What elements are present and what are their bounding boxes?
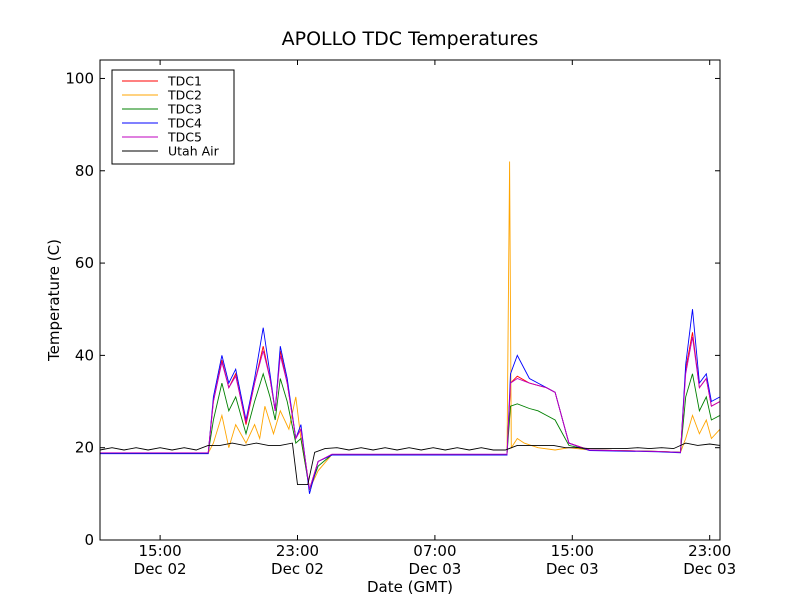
x-tick-label-date: Dec 02 (271, 560, 324, 578)
legend-box (111, 69, 235, 165)
y-tick-label: 100 (65, 69, 94, 87)
series-line-4 (100, 336, 721, 490)
x-tick-label-time: 23:00 (688, 542, 731, 560)
chart-title: APOLLO TDC Temperatures (282, 28, 539, 50)
x-axis-label: Date (GMT) (367, 578, 453, 596)
plot-frame (99, 59, 721, 541)
y-tick-label: 80 (75, 162, 94, 180)
x-tick-label-time: 15:00 (551, 542, 594, 560)
legend-entry: TDC2 (167, 88, 202, 103)
y-tick-label: 40 (75, 346, 94, 364)
legend-entry: TDC1 (167, 74, 202, 89)
x-tick-label-time: 15:00 (138, 542, 181, 560)
x-tick-label-date: Dec 03 (683, 560, 736, 578)
y-axis-label: Temperature (C) (45, 239, 63, 362)
x-tick-label-date: Dec 03 (408, 560, 461, 578)
series-line-5 (99, 442, 721, 486)
series-line-3 (100, 309, 721, 494)
y-tick-label: 0 (84, 531, 94, 549)
x-tick-label-date: Dec 03 (546, 560, 599, 578)
y-axis: 0 20 40 60 80 100 (65, 69, 720, 549)
legend-entry: TDC5 (167, 130, 202, 145)
legend-entry: TDC4 (167, 116, 202, 131)
x-tick-label-date: Dec 02 (134, 560, 187, 578)
legend-entry: TDC3 (167, 102, 202, 117)
x-tick-label-time: 07:00 (413, 542, 456, 560)
x-tick-label-time: 23:00 (276, 542, 319, 560)
y-tick-label: 60 (75, 254, 94, 272)
y-tick-label: 20 (75, 439, 94, 457)
legend-entry: Utah Air (168, 144, 220, 159)
